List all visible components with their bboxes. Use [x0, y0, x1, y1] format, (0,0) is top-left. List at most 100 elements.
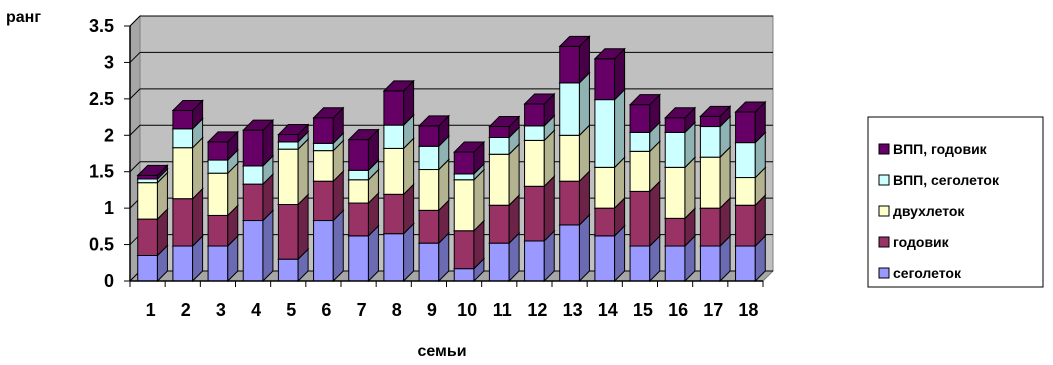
bar-segment — [347, 128, 380, 172]
bar-side — [649, 180, 661, 248]
bar-segment — [206, 130, 239, 162]
bar-front — [348, 235, 369, 282]
y-axis-title: ранг — [6, 9, 41, 26]
legend-item: годовик — [878, 234, 950, 250]
bar-front — [735, 177, 756, 206]
bar-segment — [593, 88, 626, 169]
bar-front — [664, 217, 686, 247]
bar-side — [578, 71, 590, 137]
legend-items: ВПП, годовик ВПП, сеголеток двухлеток годов… — [878, 141, 1000, 281]
bar-top — [558, 35, 591, 47]
y-tick-label: 2.5 — [89, 89, 114, 109]
bar-segment — [523, 92, 556, 128]
bar-front — [172, 147, 194, 200]
bar-front — [488, 153, 510, 206]
bar-front — [242, 129, 264, 167]
bar-segment — [453, 219, 486, 270]
legend-label: ВПП, годовик — [893, 141, 988, 157]
bar-top — [382, 80, 415, 92]
legend-label: двухлеток — [893, 203, 965, 219]
bar-segment — [171, 136, 204, 200]
legend-item: ВПП, годовик — [878, 141, 988, 157]
y-tick-labels: 0 0.5 1 1.5 2 2.5 3 3.5 — [89, 16, 114, 291]
bar-front — [699, 115, 721, 128]
legend-label: ВПП, сеголеток — [893, 172, 1000, 188]
bar-segment — [558, 71, 591, 137]
bar-front — [172, 198, 194, 247]
x-tick-label: 18 — [738, 300, 758, 320]
bar-front — [699, 126, 721, 158]
x-tick-label: 9 — [427, 300, 437, 320]
x-tick-label: 14 — [598, 300, 618, 320]
bar-top — [453, 141, 486, 153]
bar-front — [348, 202, 369, 237]
bar-front — [383, 147, 405, 195]
legend-frame — [867, 116, 1044, 288]
bar-front — [524, 240, 545, 282]
bar-front — [453, 230, 475, 270]
bar-front — [664, 245, 686, 282]
bar-front — [418, 145, 440, 171]
bar-front — [277, 148, 299, 205]
bar-front — [348, 169, 369, 181]
bar-side — [578, 213, 590, 283]
bars — [136, 35, 767, 283]
bar-segment — [417, 114, 450, 148]
bar-front — [594, 207, 616, 237]
bar-top — [347, 129, 380, 141]
bar-front — [383, 90, 405, 126]
bar-side — [297, 137, 309, 206]
bar-side — [543, 175, 555, 243]
bar-front — [735, 204, 756, 247]
bar-front — [594, 235, 616, 282]
gridline-side — [129, 88, 141, 100]
bar-front — [594, 58, 616, 101]
bar-side — [614, 88, 626, 169]
bar-front — [418, 209, 440, 244]
bar-segment — [242, 209, 275, 283]
bar-front — [629, 104, 651, 133]
x-tick-label: 17 — [703, 300, 723, 320]
bar-front — [313, 220, 334, 282]
bar-front — [524, 139, 545, 187]
legend-label: годовик — [893, 234, 950, 250]
x-tick-label: 2 — [181, 300, 191, 320]
bar-side — [332, 209, 344, 283]
legend-item: ВПП, сеголеток — [878, 172, 1000, 188]
bar-top — [242, 119, 275, 131]
bar-front — [559, 224, 580, 282]
legend-item: двухлеток — [878, 203, 965, 219]
bar-top — [136, 164, 169, 176]
y-tick-label: 0 — [104, 271, 114, 291]
bar-front — [207, 172, 229, 216]
bar-front — [418, 169, 440, 211]
bar-front — [488, 242, 510, 282]
bar-front — [735, 111, 756, 144]
bar-front — [699, 245, 721, 282]
bar-front — [699, 207, 721, 247]
bar-front — [207, 159, 229, 174]
bar-front — [629, 150, 651, 192]
bar-front — [664, 166, 686, 219]
bar-segment — [242, 118, 275, 168]
x-tick-labels: 1 2 3 4 5 6 7 8 9 10 11 12 13 14 15 16 17 18 — [146, 300, 759, 320]
legend-swatch — [878, 174, 890, 186]
bar-segment — [312, 169, 345, 222]
bar-front — [242, 220, 264, 282]
gridline-side — [129, 161, 141, 173]
gridline-side — [129, 52, 141, 63]
bar-side — [262, 209, 274, 283]
bar-top — [523, 93, 556, 105]
bar-front — [172, 245, 194, 282]
x-tick-label: 8 — [392, 300, 402, 320]
bar-front — [207, 214, 229, 247]
bar-segment — [453, 140, 486, 176]
bar-segment — [593, 47, 626, 101]
legend-swatch — [878, 205, 890, 217]
bar-front — [559, 82, 580, 136]
bar-front — [699, 156, 721, 209]
bar-front — [453, 179, 475, 232]
bar-front — [172, 128, 194, 149]
bar-front — [524, 125, 545, 141]
